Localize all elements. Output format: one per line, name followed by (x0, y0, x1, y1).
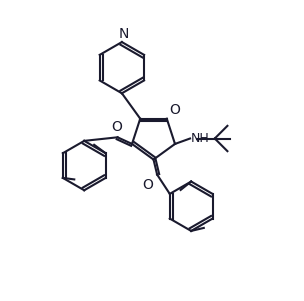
Text: N: N (118, 26, 129, 41)
Text: O: O (111, 120, 122, 134)
Text: NH: NH (191, 132, 209, 145)
Text: O: O (143, 178, 154, 192)
Text: O: O (169, 104, 180, 117)
